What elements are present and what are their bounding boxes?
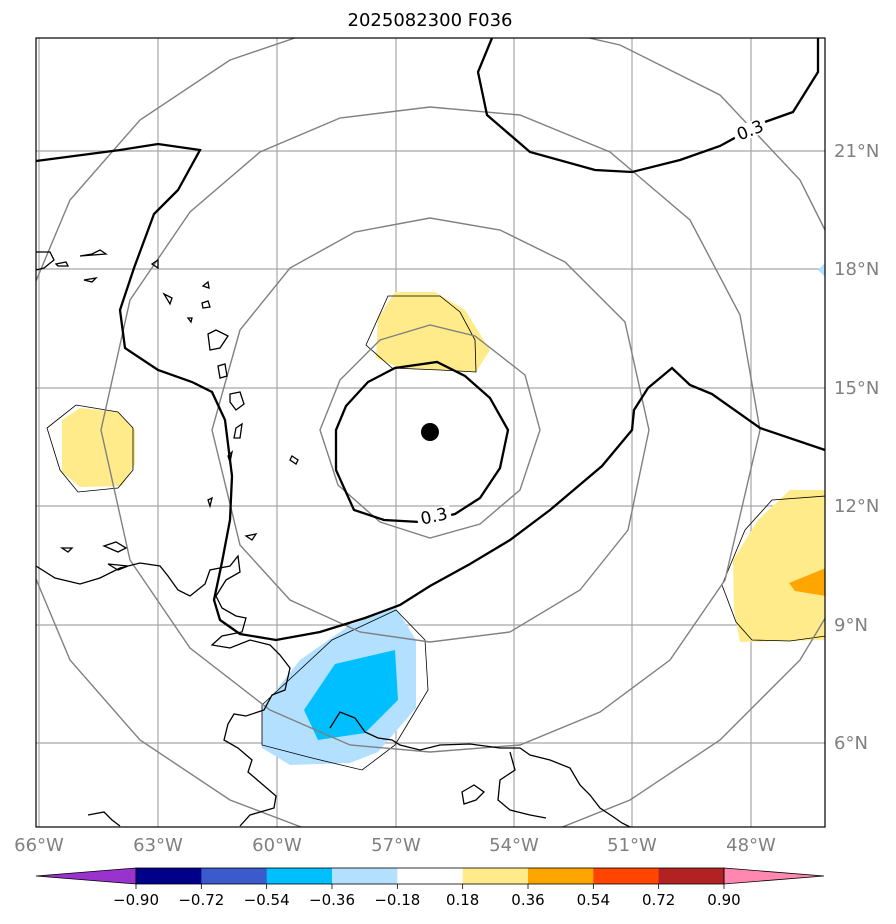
island-7 <box>233 422 243 439</box>
colorbar-tick-label: −0.90 <box>113 891 159 909</box>
lon-tick-label: 51°W <box>607 835 657 856</box>
colorbar-segment <box>528 868 594 884</box>
island-11 <box>244 533 258 541</box>
lat-tick-label: 9°N <box>834 615 868 636</box>
lon-tick-label: 54°W <box>489 835 539 856</box>
lon-tick-label: 57°W <box>371 835 421 856</box>
range-ring-2 <box>211 217 650 643</box>
island-14 <box>79 249 108 257</box>
contour-north-east <box>476 38 820 174</box>
colorbar-tick-label: 0.54 <box>577 891 610 909</box>
colorbar: −0.90 −0.72 −0.54 −0.36 −0.18 0.18 0.36 0.54 0.7… <box>35 867 825 909</box>
thin-contour-east <box>721 495 825 642</box>
island-2 <box>201 300 211 309</box>
lon-tick-labels: 66°W 63°W 60°W 57°W 54°W 51°W 48°W <box>14 835 776 856</box>
island-4 <box>207 329 229 351</box>
range-ring-1 <box>319 324 541 539</box>
colorbar-tick-label: −0.72 <box>178 891 224 909</box>
thin-contour-south <box>261 609 429 771</box>
lat-tick-label: 12°N <box>834 496 879 517</box>
colorbar-over-triangle <box>723 867 825 885</box>
colorbar-under-triangle <box>35 867 137 885</box>
colorbar-tick-label: 0.36 <box>511 891 544 909</box>
colorbar-segment <box>201 868 268 884</box>
island-10 <box>207 496 213 509</box>
map-panel: 0.3 0.3 <box>35 37 826 828</box>
fill-patch-south-blue <box>304 650 398 740</box>
contour-label-bg-storm <box>415 504 453 528</box>
colorbar-segment <box>332 868 398 884</box>
colorbar-tick-label: −0.54 <box>244 891 290 909</box>
storm-center-marker <box>421 423 439 441</box>
colorbar-segments <box>136 868 725 884</box>
island-17 <box>36 251 55 271</box>
lat-tick-label: 6°N <box>834 733 868 754</box>
contour-west <box>36 142 825 642</box>
contour-label-bg-ne <box>731 116 769 144</box>
range-rings <box>36 38 825 827</box>
lat-tick-label: 21°N <box>834 141 879 162</box>
colorbar-outline <box>135 867 725 885</box>
fill-patch-edge-lightblue <box>818 263 825 277</box>
island-1 <box>201 280 210 289</box>
colorbar-tick-label: 0.72 <box>642 891 675 909</box>
island-3 <box>186 317 193 324</box>
island-13 <box>150 258 159 270</box>
island-19 <box>102 541 128 553</box>
island-22 <box>87 811 121 827</box>
colorbar-labels: −0.90 −0.72 −0.54 −0.36 −0.18 0.18 0.36 0.54 0.7… <box>113 884 741 909</box>
fill-patch-north-yellow <box>376 292 490 372</box>
thin-contour-west <box>46 404 134 493</box>
map-frame <box>35 37 826 828</box>
colorbar-tick-label: 0.18 <box>446 891 479 909</box>
island-18 <box>59 547 74 553</box>
lon-tick-label: 63°W <box>133 835 183 856</box>
coastline-brazil-edge <box>497 751 547 819</box>
lat-tick-label: 15°N <box>834 378 879 399</box>
contour-storm <box>334 360 510 524</box>
lon-tick-label: 60°W <box>252 835 302 856</box>
fill-patch-east-orange <box>789 568 825 596</box>
island-16 <box>83 277 98 283</box>
lat-tick-labels: 21°N 18°N 15°N 12°N 9°N 6°N <box>834 141 879 754</box>
colorbar-tick-label: −0.36 <box>309 891 355 909</box>
colorbar-segment <box>658 868 725 884</box>
thin-contours <box>46 295 825 771</box>
island-5 <box>217 363 228 379</box>
range-ring-4 <box>36 38 825 827</box>
map-title: 2025082300 F036 <box>348 10 513 31</box>
lon-tick-label: 48°W <box>726 835 776 856</box>
coastline-guianas <box>329 711 631 827</box>
colorbar-segment <box>266 868 333 884</box>
island-9 <box>289 455 299 465</box>
range-ring-3 <box>100 106 761 753</box>
coastline-south-america <box>36 554 291 827</box>
lon-tick-label: 66°W <box>14 835 64 856</box>
lat-tick-label: 18°N <box>834 259 879 280</box>
colorbar-segment <box>462 868 529 884</box>
fill-patch-east-yellow <box>733 490 825 642</box>
thin-contour-north <box>365 295 477 373</box>
thick-contours <box>36 38 825 642</box>
colorbar-segment <box>136 868 202 884</box>
island-21 <box>461 784 486 805</box>
colorbar-segment <box>593 868 660 884</box>
fill-patch-west-yellow <box>62 408 135 487</box>
filled-contours <box>62 263 825 765</box>
island-15 <box>54 261 70 267</box>
colorbar-segment <box>397 868 464 884</box>
colorbar-tick-label: 0.90 <box>707 891 740 909</box>
island-20 <box>107 563 129 571</box>
island-6 <box>229 391 245 411</box>
colorbar-tick-label: −0.18 <box>374 891 420 909</box>
coastlines <box>36 249 631 827</box>
island-12 <box>162 292 173 306</box>
